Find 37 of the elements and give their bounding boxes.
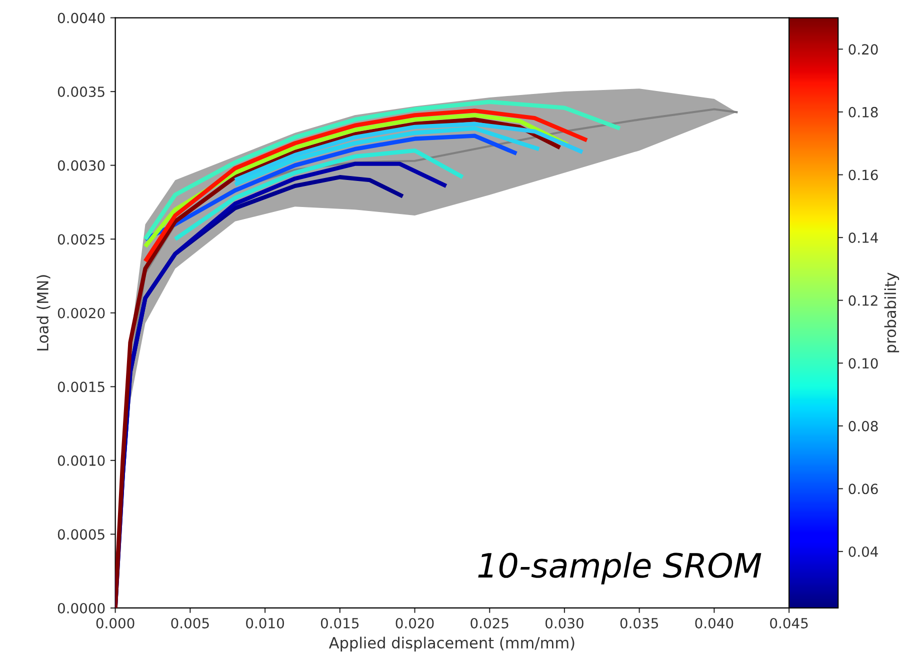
color-bar-label: 0.20 [848, 44, 878, 55]
color-bar-label: 0.10 [848, 358, 878, 369]
y-tick-label: 0.0020 [58, 308, 105, 318]
line-series [233, 122, 585, 182]
color-bar-label: 0.16 [848, 170, 878, 180]
color-bar-label: 0.18 [848, 106, 878, 118]
x-tick-label: 0.020 [396, 618, 434, 628]
y-axis-title: Load (MN) [36, 275, 50, 350]
x-axis-title: Applied displacement (mm/mm) [328, 636, 574, 652]
y-tick-label: 0.0000 [58, 602, 105, 614]
x-tick-label: 0.015 [320, 618, 359, 628]
color-bar-label: 0.12 [848, 295, 878, 306]
x-tick-label: 0.035 [620, 618, 658, 628]
line-series [143, 108, 590, 264]
y-tick-label: 0.0010 [58, 455, 105, 466]
y-tick-label: 0.0035 [58, 86, 104, 98]
line-series [173, 148, 465, 242]
y-tick-label: 0.0005 [58, 529, 104, 540]
x-tick-label: 0.025 [470, 618, 508, 628]
x-tick-label: 0.000 [96, 618, 134, 628]
y-tick-label: 0.0025 [58, 234, 104, 245]
x-tick-label: 0.040 [695, 618, 734, 628]
line-series [143, 134, 519, 242]
x-tick-label: 0.005 [171, 618, 209, 628]
color-bar-label: 0.06 [848, 484, 878, 494]
y-tick-label: 0.0040 [58, 12, 105, 24]
y-tick-label: 0.0015 [58, 382, 104, 392]
color-bar-title: probability [884, 272, 900, 352]
annotation: 10-sample SROM [478, 552, 762, 584]
color-bar-label: 0.14 [848, 232, 878, 244]
y-tick-label: 0.0030 [58, 160, 105, 171]
color-bar-label: 0.08 [848, 420, 878, 432]
x-tick-label: 0.030 [546, 618, 584, 628]
x-tick-label: 0.010 [246, 618, 284, 628]
color-bar-label: 0.04 [848, 546, 878, 557]
x-tick-label: 0.045 [770, 618, 808, 628]
line-series [143, 100, 622, 242]
